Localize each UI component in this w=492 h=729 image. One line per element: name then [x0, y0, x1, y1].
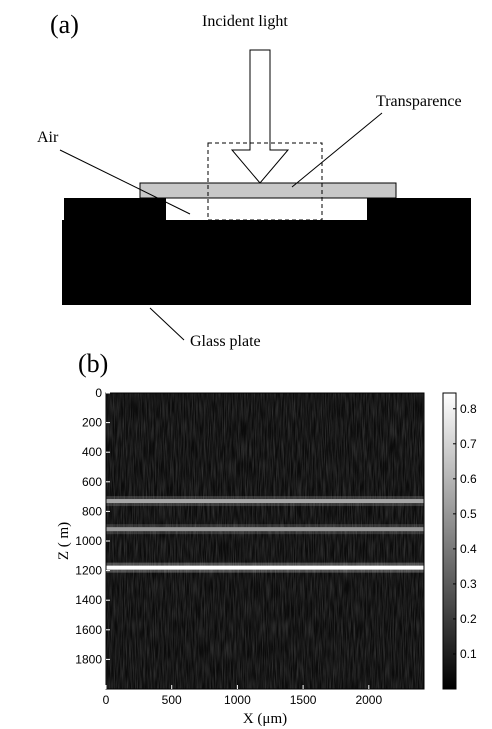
label: Transparence: [376, 93, 462, 110]
label: Incident light: [202, 13, 288, 30]
panel-label: (b): [78, 349, 108, 378]
y-tick-label: 1600: [75, 623, 102, 637]
y-tick-label: 1400: [75, 593, 102, 607]
y-tick-label: 600: [82, 475, 102, 489]
image-noise: [106, 393, 424, 689]
y-tick-label: 0: [95, 386, 102, 400]
y-tick-label: 400: [82, 445, 102, 459]
y-tick-label: 800: [82, 504, 102, 518]
x-axis-label: X (μm): [243, 711, 287, 727]
layer: [106, 565, 424, 570]
x-tick-label: 2000: [355, 693, 382, 707]
y-tick-label: 1200: [75, 564, 102, 578]
x-tick-label: 0: [103, 693, 110, 707]
diagram: [59, 49, 471, 341]
colorbar-tick-label: 0.3: [460, 577, 477, 591]
colorbar-tick-label: 0.6: [460, 472, 477, 486]
label: Glass plate: [190, 333, 261, 350]
colorbar-tick-label: 0.4: [460, 542, 477, 556]
x-tick-label: 1000: [224, 693, 251, 707]
x-tick-label: 1500: [290, 693, 317, 707]
colorbar-tick-label: 0.7: [460, 437, 477, 451]
layer: [106, 499, 424, 504]
colorbar-tick-label: 0.2: [460, 612, 477, 626]
y-tick-label: 200: [82, 416, 102, 430]
colorbar-tick-label: 0.1: [460, 647, 477, 661]
y-tick-label: 1800: [75, 652, 102, 666]
layer: [106, 527, 424, 532]
x-tick-label: 500: [162, 693, 182, 707]
y-tick-label: 1000: [75, 534, 102, 548]
panel-label: (a): [50, 10, 79, 39]
colorbar-tick-label: 0.8: [460, 402, 477, 416]
label: Air: [37, 129, 59, 146]
y-axis-label: Z ( m): [56, 522, 72, 560]
colorbar-tick-label: 0.5: [460, 507, 477, 521]
colorbar: [442, 392, 457, 690]
